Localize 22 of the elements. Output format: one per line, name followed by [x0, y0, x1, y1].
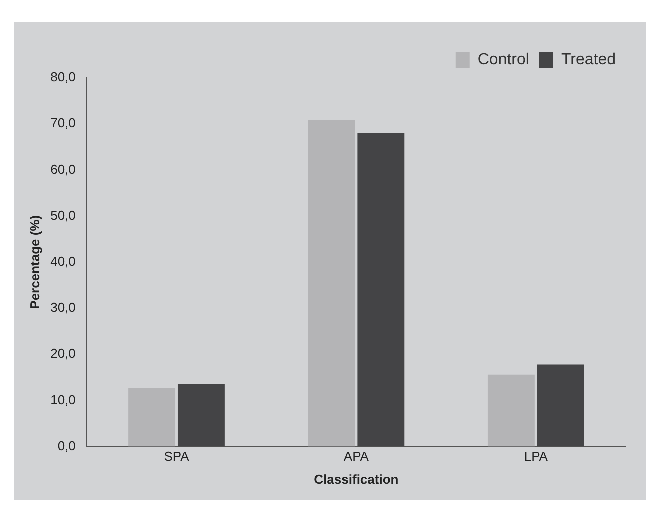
legend-label: Control [478, 51, 530, 68]
bar [178, 384, 225, 447]
bar [358, 133, 405, 447]
x-tick-label: LPA [524, 449, 548, 464]
y-tick-label: 10,0 [50, 392, 76, 408]
y-tick-label: 80,0 [50, 70, 76, 85]
y-tick-label: 30,0 [50, 300, 76, 316]
y-tick-label: 20,0 [50, 346, 76, 362]
y-tick-label: 40,0 [50, 254, 76, 269]
x-axis-title: Classification [314, 472, 399, 487]
y-tick-label: 70,0 [50, 116, 76, 131]
bar [488, 374, 535, 447]
x-tick-label: APA [344, 449, 370, 464]
bar [128, 388, 176, 447]
y-tick-label: 60,0 [50, 162, 76, 177]
bar [537, 364, 584, 447]
y-tick-label: 50,0 [50, 208, 76, 223]
y-axis-title: Percentage (%) [27, 215, 42, 310]
legend-label: Treated [561, 51, 616, 68]
y-tick-label: 0,0 [58, 438, 76, 454]
bar [308, 120, 356, 447]
x-tick-label: SPA [164, 449, 190, 464]
